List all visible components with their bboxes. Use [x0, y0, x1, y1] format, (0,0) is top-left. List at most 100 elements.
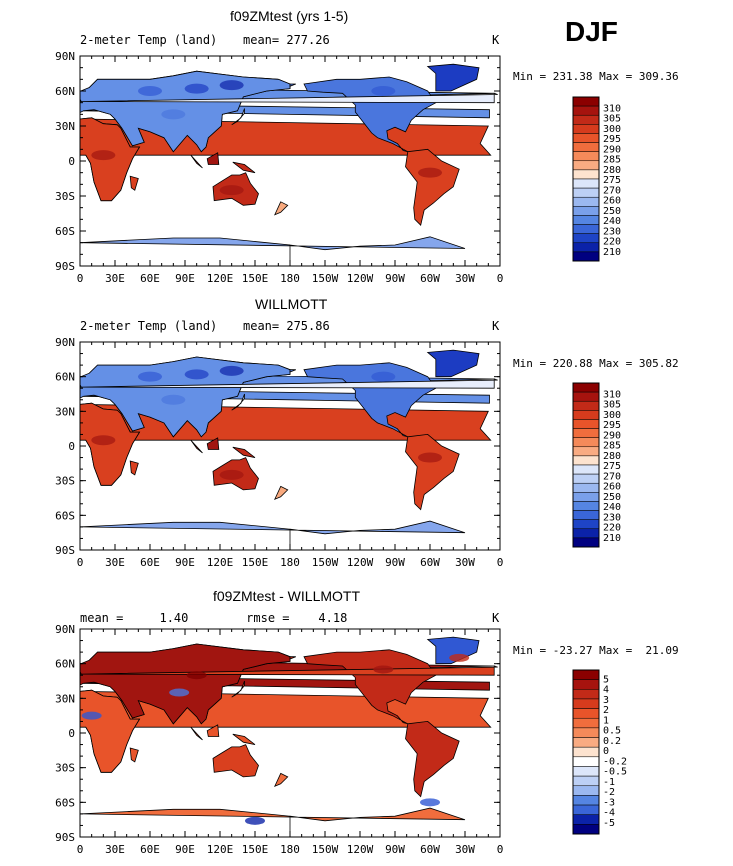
panel-title: f09ZMtest - WILLMOTT	[213, 588, 360, 604]
land-south_america	[405, 148, 460, 226]
land-greenland	[426, 63, 480, 92]
colorbar-label: -0.5	[603, 767, 627, 778]
field-blob	[219, 365, 244, 376]
stats-label: mean = 1.40 rmse = 4.18	[80, 611, 347, 625]
land-nz	[274, 201, 289, 216]
land-south_america	[405, 433, 460, 511]
lat-tick-label: 90N	[55, 336, 75, 349]
colorbar-label: 305	[603, 114, 621, 125]
colorbar-box	[572, 437, 600, 448]
colorbar-box	[572, 446, 600, 457]
colorbar: 3103053002952902852802752702602502402302…	[572, 382, 621, 548]
colorbar-label: 250	[603, 492, 621, 503]
field-blob	[91, 435, 116, 446]
lon-tick-label: 180	[280, 843, 300, 856]
colorbar-label: 0	[603, 746, 609, 757]
variable-label: 2-meter Temp (land)	[80, 319, 217, 333]
colorbar-label: 275	[603, 175, 621, 186]
colorbar-box	[572, 455, 600, 466]
colorbar-box	[572, 391, 600, 402]
colorbar-box	[572, 737, 600, 748]
lon-tick-label: 90E	[175, 272, 195, 285]
colorbar-label: 0.5	[603, 726, 621, 737]
colorbar-label: 295	[603, 420, 621, 431]
lon-tick-label: 120W	[347, 843, 374, 856]
field-blob	[371, 371, 396, 382]
colorbar-box	[572, 473, 600, 484]
land-newguinea	[232, 733, 256, 745]
colorbar-label: 220	[603, 237, 621, 248]
field-blob	[169, 688, 190, 697]
lon-tick-label: 0	[77, 272, 84, 285]
land-indonesia_b	[206, 437, 220, 450]
colorbar-box	[572, 187, 600, 198]
colorbar-box	[572, 689, 600, 700]
lon-tick-label: 90W	[385, 843, 405, 856]
land-greenland	[426, 349, 480, 378]
land-uk	[81, 92, 498, 104]
lon-tick-label: 120W	[347, 272, 374, 285]
colorbar-label: 270	[603, 471, 621, 482]
field-blob	[81, 711, 102, 720]
colorbar-label: 230	[603, 512, 621, 523]
land-japan	[231, 680, 245, 698]
colorbar-box	[572, 756, 600, 767]
field-blob	[161, 394, 186, 405]
minmax-label: Min = 231.38 Max = 309.36	[513, 70, 679, 83]
colorbar-box	[572, 428, 600, 438]
lon-tick-label: 90E	[175, 556, 195, 569]
panel-3: f09ZMtest - WILLMOTT mean = 1.40 rmse = 4…	[55, 588, 678, 856]
colorbar-box	[572, 824, 600, 835]
field-blob	[420, 798, 440, 807]
land-uk	[81, 378, 498, 389]
colorbar-box	[572, 160, 600, 171]
land-antarctica	[80, 236, 466, 266]
land-antarctica	[80, 807, 466, 837]
colorbar-label: 310	[603, 389, 621, 400]
lat-tick-label: 0	[68, 727, 75, 740]
colorbar-box	[572, 795, 600, 806]
lon-tick-label: 180	[280, 556, 300, 569]
mean-label: mean= 275.86	[243, 319, 330, 333]
colorbar-label: -2	[603, 787, 615, 798]
colorbar-box	[572, 215, 600, 225]
units-label: K	[492, 319, 500, 333]
field-blob	[91, 150, 116, 161]
colorbar-box	[572, 708, 600, 719]
colorbar-box	[572, 133, 600, 143]
colorbar-box	[572, 814, 600, 825]
colorbar-box	[572, 537, 600, 548]
lat-tick-label: 0	[68, 440, 75, 453]
colorbar-label: -0.2	[603, 756, 627, 767]
land-europe_asia	[80, 643, 291, 725]
land-alaska_isl	[289, 656, 296, 660]
panel-2: WILLMOTT 2-meter Temp (land) mean= 275.86 K…	[55, 296, 678, 569]
colorbar-box	[572, 206, 600, 216]
colorbar-label: 300	[603, 124, 621, 135]
colorbar-label: 1	[603, 715, 609, 726]
lon-tick-label: 90W	[385, 272, 405, 285]
lon-tick-label: 0	[497, 843, 504, 856]
land-indonesia_b	[206, 724, 220, 737]
land-indonesia_a	[190, 726, 203, 741]
colorbar-box	[572, 382, 600, 393]
land-antarctica	[80, 520, 466, 550]
lat-tick-label: 60S	[55, 796, 75, 809]
land-madagascar	[129, 460, 139, 476]
land-indonesia_b	[206, 152, 220, 165]
colorbar-label: -3	[603, 797, 615, 808]
colorbar-box	[572, 482, 600, 493]
colorbar-box	[572, 151, 600, 162]
land-greenland	[426, 636, 480, 665]
land-indonesia_a	[190, 439, 203, 454]
colorbar-box	[572, 224, 600, 234]
lon-tick-label: 60E	[140, 272, 160, 285]
colorbar-label: -4	[603, 808, 615, 819]
lat-tick-label: 90N	[55, 50, 75, 63]
land-nz	[274, 772, 289, 787]
lon-tick-label: 150E	[242, 272, 269, 285]
lon-tick-label: 90W	[385, 556, 405, 569]
land-nz	[274, 485, 289, 500]
